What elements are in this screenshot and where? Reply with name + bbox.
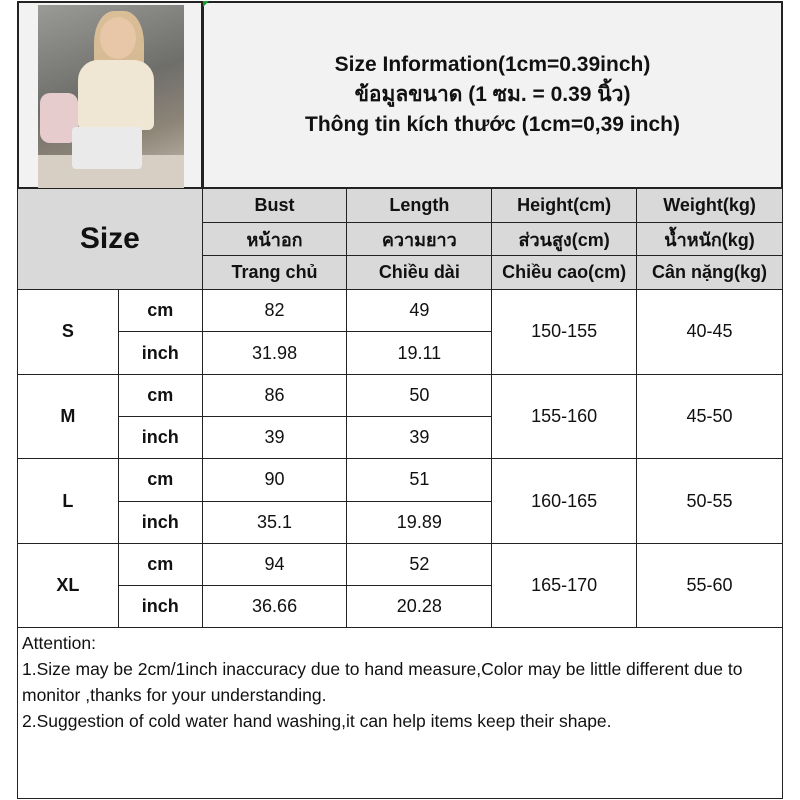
- bust-cell: 82: [201, 289, 348, 333]
- length-cell: 49: [346, 289, 493, 333]
- size-header: Size: [17, 187, 203, 291]
- size-cell: L: [17, 458, 119, 544]
- weight-cell: 45-50: [636, 373, 783, 460]
- unit-cell: cm: [117, 458, 203, 502]
- unit-cell: inch: [117, 415, 203, 460]
- length-cell: 50: [346, 373, 493, 417]
- weight-cell: 55-60: [636, 542, 783, 629]
- col-length-th: ความยาว: [346, 221, 493, 257]
- length-cell: 19.89: [346, 500, 493, 544]
- length-cell: 52: [346, 542, 493, 587]
- length-cell: 51: [346, 458, 493, 502]
- col-bust-en: Bust: [201, 188, 348, 223]
- table-row-cm: XL cm 94 52 165-170 55-60: [17, 542, 783, 629]
- height-cell: 155-160: [491, 373, 638, 460]
- bust-cell: 39: [201, 415, 348, 460]
- unit-cell: inch: [117, 331, 203, 375]
- title-thai: ข้อมูลขนาด (1 ซม. = 0.39 นิ้ว): [354, 83, 631, 106]
- col-length-vi: Chiều dài: [346, 255, 493, 291]
- bust-cell: 90: [201, 458, 348, 502]
- length-cell: 20.28: [346, 585, 493, 629]
- table-row-inch: inch 36.66 20.28: [18, 585, 783, 629]
- col-height-vi: Chiều cao(cm): [491, 255, 638, 291]
- length-cell: 39: [346, 415, 493, 460]
- title-english: Size Information(1cm=0.39inch): [334, 53, 651, 76]
- table-row-inch: inch 39 39: [18, 415, 783, 460]
- col-bust-vi: Trang chủ: [201, 255, 348, 291]
- unit-cell: cm: [117, 373, 203, 417]
- weight-cell: 50-55: [636, 458, 783, 544]
- bust-cell: 36.66: [201, 585, 348, 629]
- product-photo-cell: [17, 1, 203, 189]
- col-bust-th: หน้าอก: [201, 221, 348, 257]
- weight-cell: 40-45: [636, 289, 783, 375]
- backpack-illustration: [40, 93, 78, 143]
- attention-line-2: 2.Suggestion of cold water hand washing,…: [22, 711, 612, 731]
- col-length-en: Length: [346, 188, 493, 223]
- attention-notes: Attention: 1.Size may be 2cm/1inch inacc…: [17, 627, 783, 799]
- length-cell: 19.11: [346, 331, 493, 375]
- product-photo: [38, 5, 184, 189]
- table-row-inch: inch 35.1 19.89: [18, 500, 783, 544]
- col-height-th: ส่วนสูง(cm): [491, 221, 638, 257]
- unit-cell: inch: [117, 585, 203, 629]
- col-weight-vi: Cân nặng(kg): [636, 255, 783, 291]
- attention-heading: Attention:: [22, 633, 96, 653]
- corner-marker: [203, 1, 209, 7]
- col-weight-en: Weight(kg): [636, 188, 783, 223]
- bust-cell: 35.1: [201, 500, 348, 544]
- unit-cell: inch: [117, 500, 203, 544]
- size-information-header: Size Information(1cm=0.39inch) ข้อมูลขนา…: [202, 1, 783, 189]
- bust-cell: 94: [201, 542, 348, 587]
- size-cell: M: [17, 373, 119, 460]
- height-cell: 160-165: [491, 458, 638, 544]
- title-vietnamese: Thông tin kích thước (1cm=0,39 inch): [305, 113, 680, 136]
- unit-cell: cm: [117, 289, 203, 333]
- height-cell: 165-170: [491, 542, 638, 629]
- height-cell: 150-155: [491, 289, 638, 375]
- table-row-inch: inch 31.98 19.11: [18, 331, 783, 375]
- size-cell: S: [17, 289, 119, 375]
- bust-cell: 86: [201, 373, 348, 417]
- col-weight-th: น้ำหนัก(kg): [636, 221, 783, 257]
- bust-cell: 31.98: [201, 331, 348, 375]
- col-height-en: Height(cm): [491, 188, 638, 223]
- table-row-cm: L cm 90 51 160-165 50-55: [17, 458, 783, 544]
- attention-line-1: 1.Size may be 2cm/1inch inaccuracy due t…: [22, 659, 743, 705]
- table-row-cm: S cm 82 49 150-155 40-45: [17, 289, 783, 375]
- table-row-cm: M cm 86 50 155-160 45-50: [17, 373, 783, 460]
- unit-cell: cm: [117, 542, 203, 587]
- size-table: Size Bust Length Height(cm) Weight(kg) ห…: [17, 187, 783, 629]
- size-cell: XL: [17, 542, 119, 629]
